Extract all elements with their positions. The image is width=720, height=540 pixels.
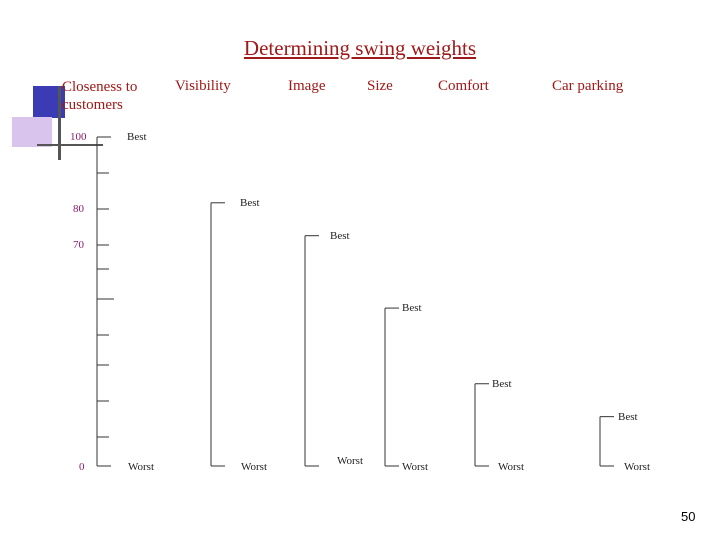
worst-label-closeness: Worst bbox=[128, 461, 155, 473]
best-label-size: Best bbox=[402, 302, 422, 315]
header-closeness: Closeness to customers bbox=[62, 78, 137, 114]
best-label-visibility: Best bbox=[240, 196, 260, 209]
decor-line-vertical bbox=[58, 86, 61, 160]
swing-bars bbox=[96, 136, 614, 467]
page-number: 50 bbox=[681, 509, 696, 524]
scale-tick-0: 0 bbox=[79, 461, 85, 473]
header-size: Size bbox=[367, 78, 393, 94]
scale-tick-70: 70 bbox=[73, 239, 84, 251]
scale-tick-marks bbox=[97, 136, 114, 467]
decor-line-horizontal bbox=[37, 144, 103, 146]
decor-square-lilac bbox=[12, 117, 52, 147]
worst-label-size: Worst bbox=[402, 461, 429, 473]
worst-label-car-parking: Worst bbox=[624, 461, 651, 473]
worst-label-comfort: Worst bbox=[498, 461, 525, 473]
best-label-closeness: Best bbox=[127, 131, 147, 143]
header-visibility: Visibility bbox=[175, 78, 231, 94]
best-label-image: Best bbox=[330, 229, 350, 242]
best-label-car-parking: Best bbox=[618, 410, 638, 423]
header-closeness-line1: Closeness to bbox=[62, 79, 138, 95]
worst-label-visibility: Worst bbox=[241, 461, 268, 473]
scale-tick-100: 100 bbox=[70, 131, 87, 143]
page-title: Determining swing weights bbox=[243, 36, 477, 60]
best-label-comfort: Best bbox=[492, 377, 512, 390]
worst-label-image: Worst bbox=[337, 455, 364, 467]
header-car-parking: Car parking bbox=[552, 78, 624, 94]
scale-tick-80: 80 bbox=[73, 203, 84, 215]
header-image: Image bbox=[288, 78, 326, 94]
header-comfort: Comfort bbox=[438, 78, 489, 94]
header-closeness-line2: customers bbox=[62, 97, 123, 113]
